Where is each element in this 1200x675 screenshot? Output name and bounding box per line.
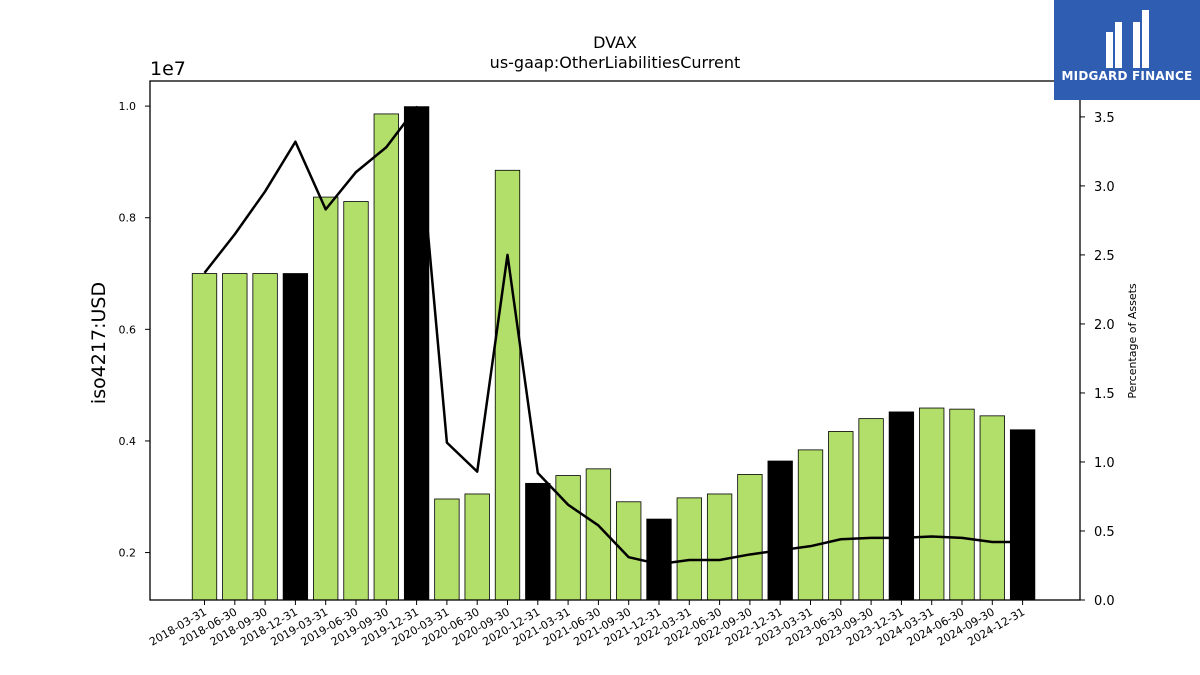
bar	[343, 201, 369, 601]
y-axis-multiplier: 1e7	[150, 58, 186, 80]
bar	[767, 460, 793, 601]
y-tick-label: 0.8	[119, 212, 137, 225]
bar	[1009, 429, 1036, 601]
bar	[525, 482, 551, 601]
y-tick-label: 0.4	[119, 435, 137, 448]
y2-tick-label: 0.5	[1094, 525, 1115, 540]
chart-subtitle: us-gaap:OtherLiabilitiesCurrent	[490, 53, 741, 72]
line-percentage-of-assets	[203, 105, 1023, 566]
bar	[282, 273, 309, 601]
bar	[222, 273, 248, 601]
brand-logo: MIDGARD FINANCE	[1054, 0, 1200, 100]
bar	[797, 449, 824, 601]
bar-series	[191, 106, 1036, 601]
y-tick-label: 0.6	[119, 323, 137, 336]
y2-tick-label: 0.0	[1094, 594, 1115, 609]
y2-tick-label: 2.0	[1094, 318, 1115, 333]
bar	[949, 408, 975, 601]
bar	[676, 497, 702, 601]
y2-tick-label: 3.5	[1094, 111, 1115, 126]
y2-axis-ticks: 0.0 0.5 1.0 1.5 2.0 2.5 3.0 3.5	[1080, 111, 1115, 609]
bar	[979, 415, 1005, 601]
y-tick-label: 0.2	[119, 547, 137, 560]
bar	[919, 407, 945, 601]
y2-axis-label: Percentage of Assets	[1126, 283, 1139, 399]
plot-frame	[149, 80, 1081, 601]
y-axis-ticks: 0.2 0.4 0.6 0.8 1.0	[119, 100, 150, 560]
bar	[706, 493, 733, 601]
y2-tick-label: 1.5	[1094, 387, 1115, 402]
bar	[616, 501, 642, 601]
brand-name: MIDGARD FINANCE	[1061, 69, 1193, 83]
brand-logo-icon	[1106, 10, 1149, 68]
y-axis-label: iso4217:USD	[88, 282, 110, 404]
bar	[737, 474, 763, 601]
bar	[888, 411, 915, 601]
bar	[252, 273, 278, 601]
bar	[828, 431, 854, 601]
bar	[313, 196, 339, 601]
y2-tick-label: 3.0	[1094, 180, 1115, 195]
bar	[646, 518, 672, 601]
y2-tick-label: 2.5	[1094, 249, 1115, 264]
bar	[858, 418, 884, 601]
bar	[373, 113, 399, 601]
y2-tick-label: 1.0	[1094, 456, 1115, 471]
x-axis-ticks: 2018-03-312018-06-302018-09-302018-12-31…	[147, 600, 1027, 649]
chart-title: DVAX	[593, 33, 637, 52]
bar	[403, 106, 430, 601]
bar	[434, 498, 460, 601]
bar	[494, 169, 521, 601]
line-series	[203, 105, 1023, 566]
bar	[464, 493, 490, 601]
y-tick-label: 1.0	[119, 100, 137, 113]
bar	[191, 273, 218, 601]
